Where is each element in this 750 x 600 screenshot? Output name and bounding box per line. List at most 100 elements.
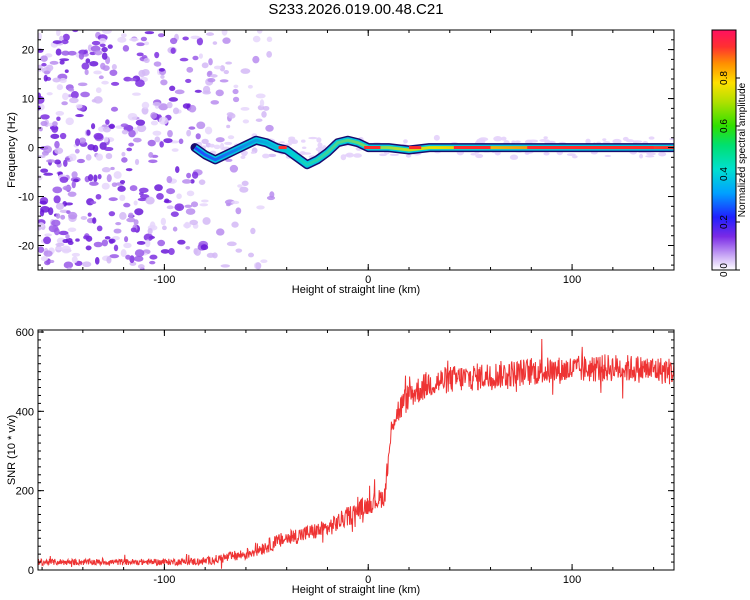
- spectrogram-noise-blob: [186, 172, 192, 179]
- spectrogram-halo-blob: [604, 154, 612, 158]
- spectrogram-noise-blob: [175, 166, 180, 174]
- spectrogram-noise-blob: [43, 74, 48, 82]
- spectrogram-noise-blob: [247, 252, 255, 258]
- spectrogram-noise-blob: [94, 50, 103, 56]
- spectrogram-halo-blob: [301, 139, 306, 143]
- spectrogram-noise-blob: [190, 35, 201, 40]
- spectrogram-noise-blob: [75, 114, 84, 118]
- colorbar-scale: [711, 29, 737, 271]
- spectrogram-noise-blob: [231, 221, 239, 228]
- spectrogram-ridge-core: [194, 138, 674, 167]
- spectrogram-noise-blob: [93, 174, 98, 183]
- spectrogram-noise-blob: [78, 52, 84, 60]
- spectrogram-halo-blob: [602, 138, 607, 141]
- snr-y-tick-label: 0: [28, 565, 34, 577]
- colorbar-tick-label: 0.2: [719, 215, 730, 229]
- spectrogram-noise-blob: [182, 103, 191, 109]
- spectrogram-noise-blob: [55, 213, 61, 219]
- colorbar-tick-label: 0.8: [719, 71, 730, 85]
- colorbar-tick-label: 0.4: [719, 167, 730, 181]
- spectrogram-noise-blob: [81, 62, 90, 70]
- spectrogram-noise-blob: [122, 45, 130, 52]
- snr-x-label: Height of straight line (km): [292, 584, 420, 596]
- spectrogram-noise-blob: [109, 69, 118, 76]
- spectrogram-noise-blob: [232, 88, 239, 95]
- spectrogram-noise-blob: [212, 41, 218, 45]
- spectrogram-noise-blob: [255, 118, 263, 122]
- spectrogram-noise-blob: [194, 89, 202, 93]
- spectrogram-noise-blob: [232, 96, 240, 103]
- spectrogram-halo-blob: [602, 141, 611, 144]
- spectrogram-noise-blob: [38, 222, 45, 228]
- spectrogram-noise-blob: [92, 144, 99, 152]
- spectrogram-noise-blob: [199, 203, 209, 207]
- spectrogram-noise-blob: [56, 237, 66, 245]
- spectrogram-noise-blob: [70, 91, 79, 99]
- spectrogram-noise-blob: [59, 132, 67, 140]
- spectrogram-halo-blob: [612, 138, 622, 144]
- spectrogram-noise-blob: [201, 199, 209, 203]
- spectrogram-noise-blob: [260, 259, 268, 264]
- spectrogram-noise-blob: [113, 171, 122, 179]
- spectrogram-noise-blob: [266, 195, 276, 201]
- spectrogram-noise-blob: [160, 249, 170, 254]
- spectrogram-noise-blob: [149, 254, 158, 260]
- spectrogram-noise-blob: [221, 30, 228, 36]
- spectrogram-halo-blob: [433, 134, 440, 141]
- spectrogram-halo-blob: [622, 136, 629, 141]
- spectrogram-noise-blob: [95, 87, 102, 94]
- spectrogram-noise-blob: [222, 37, 231, 44]
- spectrogram-halo-blob: [240, 155, 246, 159]
- spectrogram-noise-blob: [43, 236, 52, 245]
- colorbar: 0.0 0.2 0.4 0.6 0.8 Normalized spectral ampl…: [711, 29, 748, 277]
- spectrogram-noise-blob: [239, 186, 249, 193]
- spectrogram-x-ticks: -100 0 100: [41, 30, 655, 286]
- spectrogram-noise-blob: [126, 217, 136, 223]
- spectrogram-noise-blob: [88, 174, 94, 182]
- spectrogram-noise-blob: [92, 217, 97, 224]
- spectrogram-noise-blob: [256, 30, 263, 34]
- spectrogram-noise-blob: [72, 30, 79, 33]
- spectrogram-noise-blob: [193, 248, 198, 255]
- spectrogram-noise-blob: [80, 215, 88, 220]
- spectrogram-noise-blob: [64, 157, 70, 161]
- spectrogram-halo-blob: [287, 138, 295, 145]
- spectrogram-halo-blob: [514, 140, 521, 144]
- spectrogram-noise-blob: [186, 190, 195, 197]
- spectrogram-noise-blob: [65, 234, 70, 240]
- spectrogram-noise-blob: [40, 256, 49, 262]
- spectrogram-noise-blob: [216, 228, 225, 236]
- spectrogram-noise-blob: [62, 238, 69, 244]
- spectrogram-noise-blob: [119, 212, 127, 220]
- spectrogram-y-tick-label: 0: [28, 143, 34, 155]
- spectrogram-noise-blob: [52, 77, 61, 83]
- spectrogram-noise-blob: [150, 120, 159, 126]
- spectrogram-noise-blob: [213, 65, 222, 70]
- snr-y-tick-label: 200: [16, 486, 34, 498]
- spectrogram-noise-blob: [161, 225, 167, 231]
- spectrogram-noise-blob: [157, 239, 166, 247]
- snr-x-tick-label: -100: [153, 574, 175, 586]
- spectrogram-halo-blob: [543, 136, 548, 140]
- spectrogram-halo-blob: [493, 136, 503, 142]
- spectrogram-noise-blob: [226, 241, 237, 247]
- spectrogram-noise-blob: [153, 61, 162, 67]
- spectrogram-noise-blob: [134, 249, 145, 257]
- spectrogram-noise-blob: [147, 227, 153, 235]
- spectrogram-halo-blob: [648, 136, 655, 140]
- spectrogram-noise-blob: [103, 136, 109, 143]
- spectrogram-noise-blob: [76, 158, 85, 164]
- spectrogram-noise-blob: [158, 116, 169, 125]
- spectrogram-noise-blob: [143, 233, 154, 242]
- spectrogram-halo-blob: [543, 151, 550, 156]
- spectrogram-noise-blob: [255, 262, 262, 270]
- spectrogram-noise-blob: [136, 42, 145, 47]
- spectrogram-noise-blob: [87, 212, 92, 217]
- spectrogram-noise-blob: [54, 159, 61, 165]
- spectrogram-noise-blob: [170, 47, 176, 54]
- spectrogram-noise-blob: [84, 69, 89, 76]
- spectrogram-noise-blob: [120, 123, 129, 128]
- spectrogram-noise-blob: [201, 62, 209, 69]
- spectrogram-noise-blob: [59, 35, 64, 42]
- spectrogram-noise-blob: [266, 36, 273, 42]
